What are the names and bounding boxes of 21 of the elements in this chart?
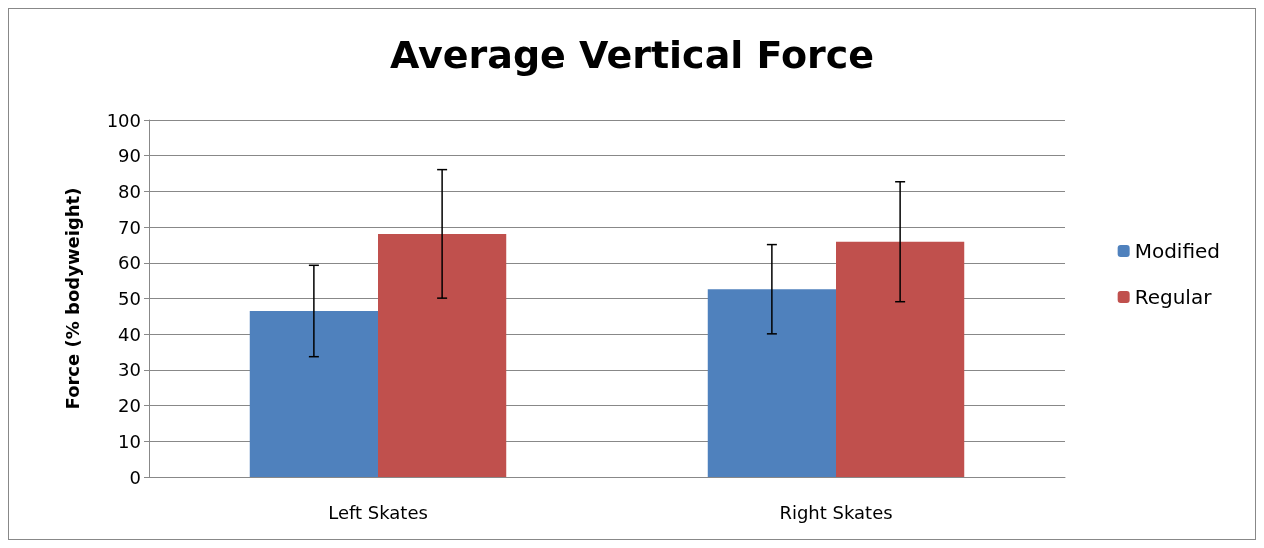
bar [249,311,378,477]
chart-title: Average Vertical Force [389,33,875,77]
y-tick-label: 90 [118,145,141,167]
x-tick-label: Left Skates [328,501,428,523]
bar [378,233,507,477]
bar [707,289,836,477]
y-tick-label: 0 [129,466,141,488]
y-tick-label: 40 [118,323,141,345]
y-tick-label: 10 [118,430,141,452]
bar [836,241,965,477]
x-tick-label: Right Skates [779,501,893,523]
y-tick-label: 100 [106,109,141,131]
y-tick-label: 30 [118,359,141,381]
legend-label: Regular [1134,285,1213,309]
y-axis-title: Force (% bodyweight) [61,187,83,410]
y-tick-label: 60 [118,252,141,274]
y-tick-label: 80 [118,180,141,202]
legend-label: Modified [1134,239,1220,263]
y-tick-label: 50 [118,288,141,309]
y-tick-label: 70 [118,216,141,238]
y-tick-label: 20 [118,395,141,417]
